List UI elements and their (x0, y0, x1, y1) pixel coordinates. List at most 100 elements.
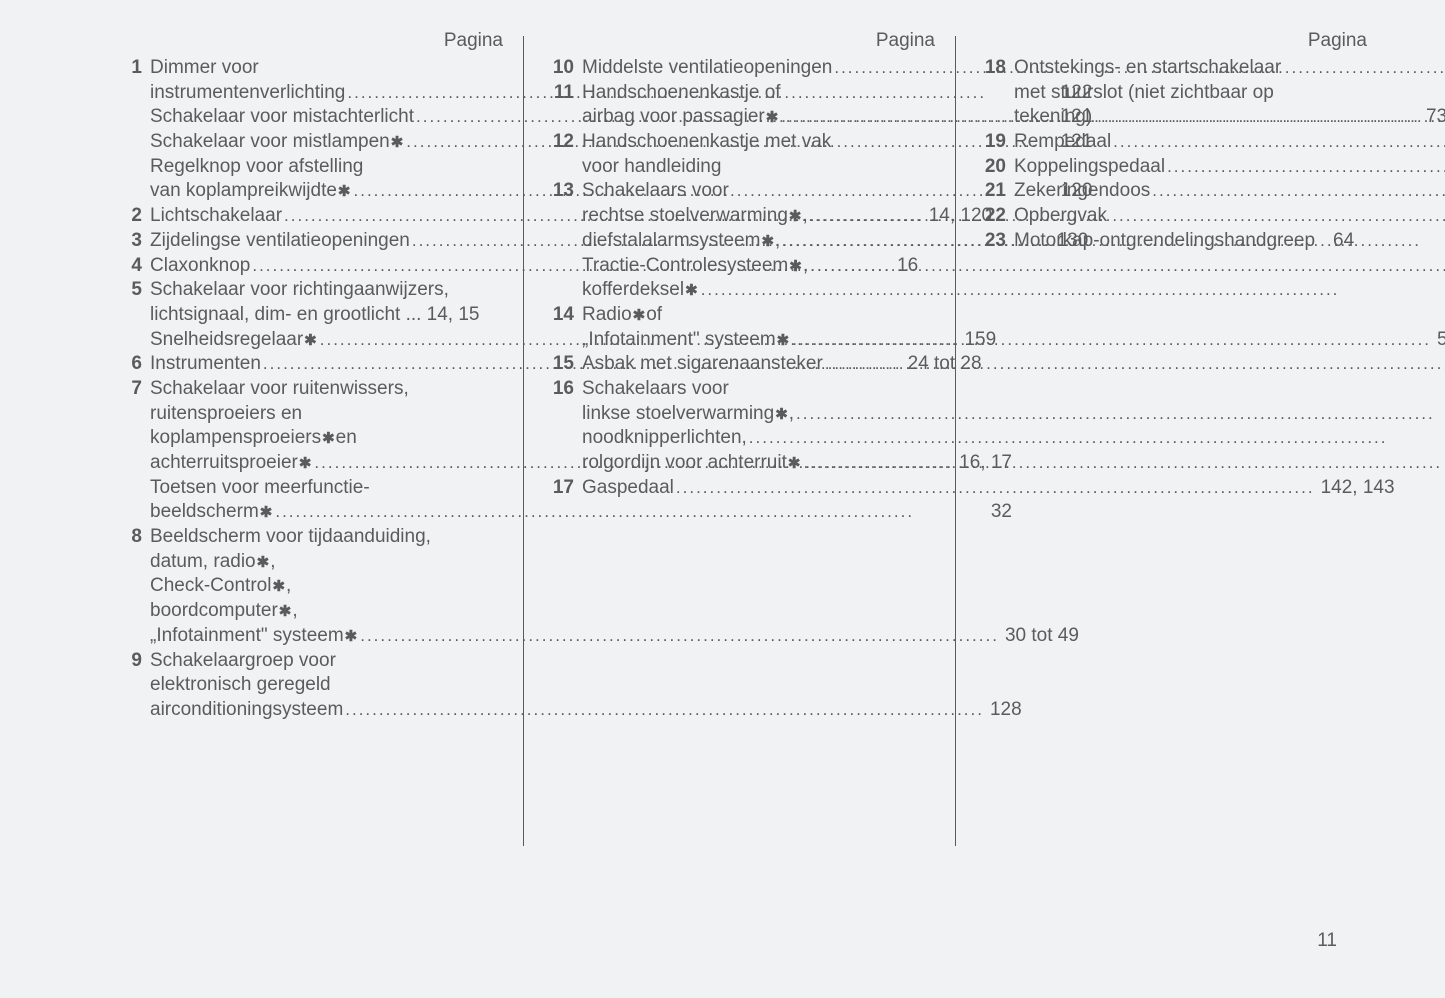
asterisk-icon: ✱ (256, 553, 271, 573)
entry-number: 3 (110, 229, 150, 254)
entry-number: 19 (974, 130, 1014, 155)
column-2: Pagina10Middelste ventilatieopeningen 13… (524, 30, 955, 846)
asterisk-icon: ✱ (303, 331, 318, 351)
entry-text: Zijdelingse ventilatieopeningen (150, 229, 410, 254)
entry-text: Claxonknop (150, 254, 250, 279)
entry-line: Handschoenenkastje met vak (582, 130, 937, 155)
entry-number: 18 (974, 56, 1014, 81)
entry-text: Tractie-Controlesysteem (582, 254, 788, 279)
entry-text: Motorkap-ontgrendelingshandgreep (1014, 229, 1315, 254)
index-entry: 6Instrumenten 24 tot 28 (110, 352, 505, 377)
entry-line: Ontstekings- en startschakelaar (1014, 56, 1445, 81)
asterisk-icon: ✱ (632, 306, 647, 326)
index-entry: 8Beeldscherm voor tijdaanduiding,datum, … (110, 525, 505, 648)
index-entry: 7Schakelaar voor ruitenwissers,ruitenspr… (110, 377, 505, 525)
page-ref: 50 (1433, 328, 1445, 353)
index-entry: 9Schakelaargroep voorelektronisch gerege… (110, 649, 505, 723)
entry-number: 2 (110, 204, 150, 229)
entry-number: 22 (974, 204, 1014, 229)
entry-line: voor handleiding (582, 155, 937, 180)
asterisk-icon: ✱ (259, 503, 274, 523)
entry-text: rolgordijn voor achterruit (582, 451, 787, 476)
entry-line: Zekeringendoos 185 (1014, 179, 1445, 204)
entry-lines: Opbergvak (1014, 204, 1369, 229)
entry-text-post: , (292, 599, 297, 624)
column-header: Pagina (974, 30, 1369, 52)
entry-text: Gaspedaal (582, 476, 674, 501)
entry-text-post: , (270, 550, 275, 575)
entry-text: airbag voor passagier (582, 105, 765, 130)
index-entry: 17Gaspedaal 142, 143 (542, 476, 937, 501)
index-entry: 2Lichtschakelaar 14, 120 (110, 204, 505, 229)
entry-number: 17 (542, 476, 582, 501)
entry-text: datum, radio (150, 550, 256, 575)
entry-text: Schakelaar voor mistlampen (150, 130, 390, 155)
entry-text: Beeldscherm voor tijdaanduiding, (150, 525, 431, 550)
entry-text: Lichtschakelaar (150, 204, 282, 229)
asterisk-icon: ✱ (298, 454, 313, 474)
entry-text: noodknipperlichten, (582, 426, 747, 451)
entry-lines: Rempedaal 160 tot 163 (1014, 130, 1445, 155)
asterisk-icon: ✱ (760, 232, 775, 252)
entry-text-post: , (286, 574, 291, 599)
entry-text: achterruitsproeier (150, 451, 298, 476)
index-entry: 3Zijdelingse ventilatieopeningen 130 (110, 229, 505, 254)
asterisk-icon: ✱ (321, 429, 336, 449)
asterisk-icon: ✱ (776, 331, 791, 351)
entry-text: „Infotainment" systeem (582, 328, 776, 353)
entry-number: 12 (542, 130, 582, 155)
asterisk-icon: ✱ (684, 281, 699, 301)
entry-line: met stuurslot (niet zichtbaar op (1014, 81, 1445, 106)
entry-line: Koppelingspedaal 143 (1014, 155, 1445, 180)
entry-text: Check-Control (150, 574, 271, 599)
entry-number: 15 (542, 352, 582, 377)
entry-text: Schakelaar voor ruitenwissers, (150, 377, 409, 402)
entry-text: Zekeringendoos (1014, 179, 1150, 204)
entry-number: 21 (974, 179, 1014, 204)
entry-text: airconditioningsysteem (150, 698, 343, 723)
entry-lines: Handschoenenkastje met vakvoor handleidi… (582, 130, 937, 179)
entry-text: Koppelingspedaal (1014, 155, 1165, 180)
entry-number: 6 (110, 352, 150, 377)
page-ref: 64 (1329, 229, 1354, 254)
entry-number: 10 (542, 56, 582, 81)
index-entry: 21Zekeringendoos 185 (974, 179, 1369, 204)
entry-text: „Infotainment" systeem (150, 624, 344, 649)
entry-text: koplampensproeiers (150, 426, 321, 451)
index-entry: 20Koppelingspedaal 143 (974, 155, 1369, 180)
entry-text: Dimmer voor (150, 56, 259, 81)
entry-text: lichtsignaal, dim- en grootlicht ... 14,… (150, 303, 480, 328)
index-entry: 14Radio ✱ of„Infotainment" systeem ✱ 50 (542, 303, 937, 352)
entry-text: Schakelaargroep voor (150, 649, 336, 674)
entry-lines: Zekeringendoos 185 (1014, 179, 1445, 204)
entry-number: 14 (542, 303, 582, 328)
entry-text: van koplampreikwijdte (150, 179, 337, 204)
entry-text: Toetsen voor meerfunctie- (150, 476, 370, 501)
index-entry: 19Rempedaal 160 tot 163 (974, 130, 1369, 155)
entry-text: elektronisch geregeld (150, 673, 331, 698)
entry-number: 9 (110, 649, 150, 674)
entry-text: Ontstekings- en startschakelaar (1014, 56, 1281, 81)
entry-text: linkse stoelverwarming (582, 402, 774, 427)
entry-text: ruitensproeiers en (150, 402, 302, 427)
entry-number: 13 (542, 179, 582, 204)
entry-text: Handschoenenkastje of (582, 81, 781, 106)
index-entry: 5Schakelaar voor richtingaanwijzers,lich… (110, 278, 505, 352)
asterisk-icon: ✱ (788, 257, 803, 277)
entry-number: 4 (110, 254, 150, 279)
entry-text: Rempedaal (1014, 130, 1111, 155)
leader-dots (1111, 130, 1445, 155)
page: Pagina 1Dimmer voorinstrumentenverlichtin… (0, 0, 1445, 998)
entry-text: Radio (582, 303, 632, 328)
entry-text: Snelheidsregelaar (150, 328, 303, 353)
entry-text: Regelknop voor afstelling (150, 155, 363, 180)
entry-number: 16 (542, 377, 582, 402)
index-entry: 13Schakelaars voorrechtse stoelverwarmin… (542, 179, 937, 302)
entry-line: Rempedaal 160 tot 163 (1014, 130, 1445, 155)
entry-text-post: en (336, 426, 357, 451)
index-entry: 11Handschoenenkastje ofairbag voor passa… (542, 81, 937, 130)
entry-text: beeldscherm (150, 500, 259, 525)
columns-container: Pagina1Dimmer voorinstrumentenverlichtin… (110, 30, 1345, 846)
index-entry: 1Dimmer voorinstrumentenverlichting122Sc… (110, 56, 505, 204)
asterisk-icon: ✱ (774, 405, 789, 425)
